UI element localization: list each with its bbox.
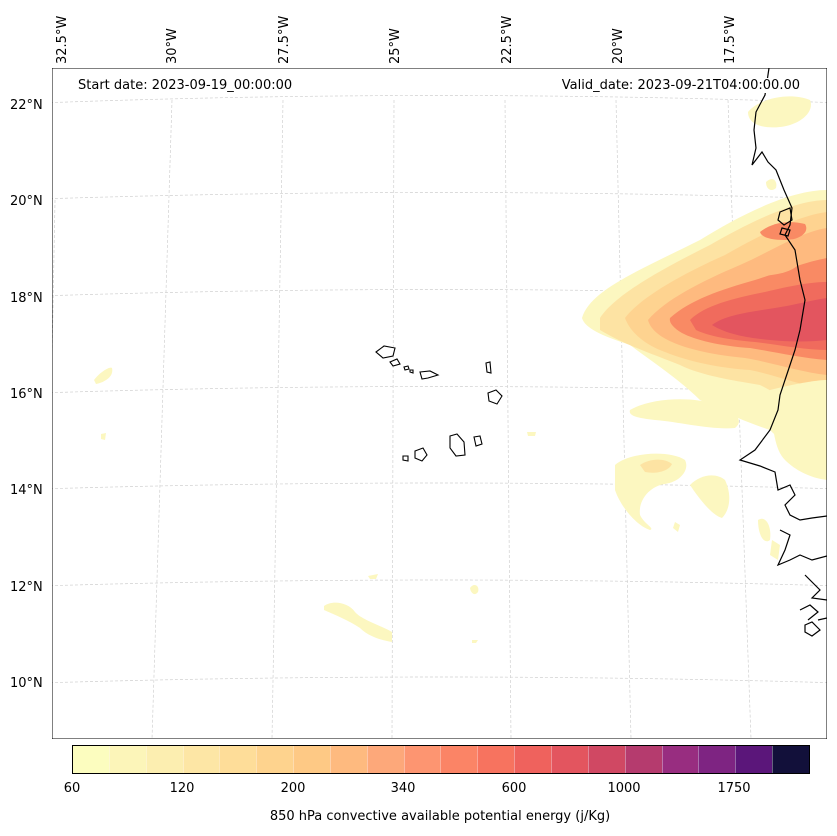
cape-contour — [368, 574, 378, 579]
lat-label: 18°N — [10, 291, 43, 306]
colorbar-segment — [661, 746, 699, 773]
island — [414, 447, 428, 462]
valid-date-label: Valid_date: 2023-09-21T04:00:00.00 — [557, 78, 804, 93]
cape-contour — [615, 453, 687, 530]
cape-contour — [94, 367, 113, 384]
colorbar-segment — [182, 746, 220, 773]
colorbar — [72, 745, 810, 774]
cape-contour — [527, 432, 536, 436]
cape-contour — [740, 256, 800, 276]
lat-label: 20°N — [10, 194, 43, 209]
african-coastline — [776, 529, 827, 567]
colorbar-tick-label: 60 — [63, 781, 81, 796]
start-date-label: Start date: 2023-09-19_00:00:00 — [74, 78, 297, 93]
cape-contour — [640, 459, 672, 473]
island — [419, 370, 440, 380]
lat-label: 14°N — [10, 483, 43, 498]
african-coastline — [738, 68, 827, 521]
cape-contour — [760, 222, 807, 240]
colorbar-segment — [366, 746, 404, 773]
colorbar-segment — [698, 746, 736, 773]
coastlines — [738, 68, 827, 637]
colorbar-title: 850 hPa convective available potential e… — [269, 809, 611, 824]
lon-label: 25°W — [388, 28, 403, 64]
colorbar-segment — [145, 746, 183, 773]
cape-contours — [94, 96, 827, 643]
african-coastline — [804, 574, 827, 601]
cape-contour — [770, 540, 780, 560]
lat-label: 22°N — [10, 98, 43, 113]
colorbar-tick-label: 1000 — [607, 781, 641, 796]
colorbar-segment — [293, 746, 330, 773]
african-coastline — [817, 617, 827, 621]
cape-map — [52, 68, 827, 739]
colorbar-segment — [587, 746, 625, 773]
colorbar-tick-label: 120 — [169, 781, 195, 796]
colorbar-segment — [329, 746, 367, 773]
colorbar-segment — [624, 746, 662, 773]
lon-label: 22.5°W — [500, 15, 515, 64]
cape-contour — [101, 433, 106, 440]
colorbar-segment — [108, 746, 146, 773]
coastal-island — [777, 207, 793, 226]
colorbar-segment — [550, 746, 588, 773]
island — [402, 455, 409, 462]
island — [409, 369, 414, 374]
cape-contour — [629, 399, 739, 429]
cape-contour — [472, 640, 478, 643]
colorbar-segment — [73, 746, 109, 773]
colorbar-segment — [772, 746, 809, 773]
cape-contour — [690, 475, 730, 518]
african-coastline — [804, 621, 821, 637]
island — [487, 389, 503, 405]
coastal-island — [779, 227, 791, 237]
colorbar-segment — [403, 746, 441, 773]
cape-contour — [758, 518, 771, 542]
cape-contour — [470, 585, 479, 595]
cape-contour — [673, 522, 680, 532]
african-coastline — [799, 604, 819, 621]
island — [403, 365, 410, 371]
cape-contour — [770, 380, 827, 480]
lon-label: 30°W — [165, 28, 180, 64]
colorbar-segment — [440, 746, 478, 773]
cape-contour — [748, 96, 811, 128]
colorbar-tick-label: 600 — [501, 781, 527, 796]
lon-label: 32.5°W — [55, 15, 70, 64]
cape-contour — [766, 179, 777, 190]
lat-label: 16°N — [10, 387, 43, 402]
lon-label: 20°W — [611, 28, 626, 64]
colorbar-segment — [477, 746, 515, 773]
cape-verde-islands — [375, 345, 503, 462]
island — [473, 435, 483, 447]
colorbar-tick-label: 340 — [390, 781, 416, 796]
island — [375, 345, 396, 359]
lat-label: 10°N — [10, 676, 43, 691]
lon-label: 27.5°W — [277, 15, 292, 64]
cape-contour — [324, 602, 392, 642]
island — [449, 433, 466, 457]
colorbar-segment — [514, 746, 551, 773]
colorbar-segment — [219, 746, 257, 773]
cape-contour — [712, 298, 827, 342]
colorbar-segment — [735, 746, 773, 773]
lat-label: 12°N — [10, 580, 43, 595]
island — [389, 358, 401, 367]
lon-label: 17.5°W — [723, 15, 738, 64]
colorbar-tick-label: 1750 — [717, 781, 751, 796]
colorbar-tick-label: 200 — [280, 781, 306, 796]
island — [485, 361, 492, 374]
colorbar-segment — [256, 746, 294, 773]
